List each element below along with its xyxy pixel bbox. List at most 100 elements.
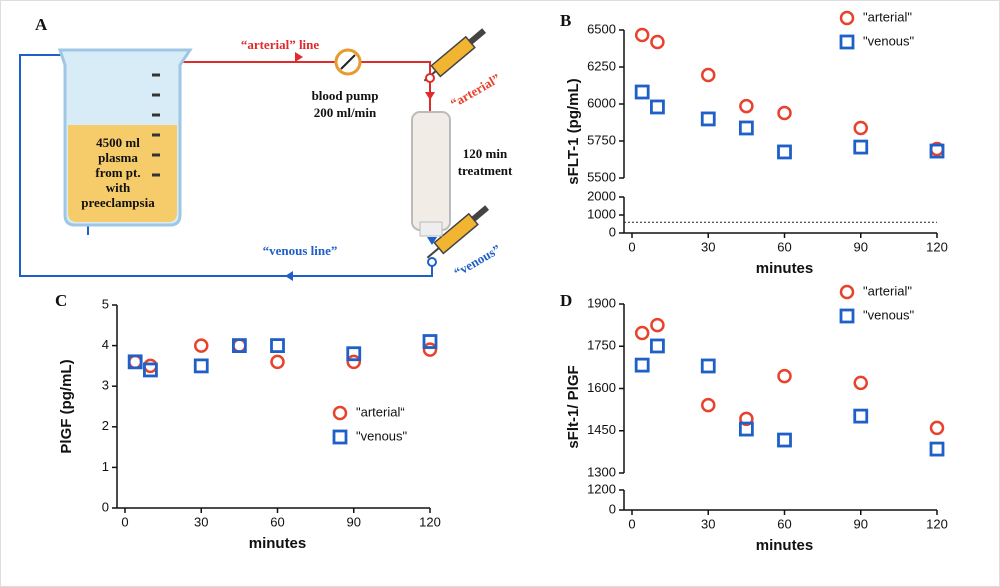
y-axis-label: sFlt-1/ PlGF xyxy=(565,365,582,448)
point xyxy=(777,432,792,448)
point xyxy=(346,346,362,362)
y-axis-label: PlGF (pg/mL) xyxy=(58,359,75,453)
point xyxy=(193,358,209,374)
legend-marker xyxy=(839,10,855,26)
panel-label: D xyxy=(560,291,572,310)
x-axis-label: minutes xyxy=(756,260,814,277)
point xyxy=(853,375,868,391)
plasma-text: with xyxy=(106,180,131,195)
legend-label: "arterial" xyxy=(863,9,912,24)
plasma-text: preeclampsia xyxy=(81,195,155,210)
legend-marker xyxy=(839,34,855,50)
y-tick-label: 5500 xyxy=(587,169,616,184)
point xyxy=(739,411,754,427)
x-axis-label: minutes xyxy=(249,535,307,552)
arrow xyxy=(425,92,435,100)
panel-label: B xyxy=(560,11,571,30)
y-tick-label: 6250 xyxy=(587,58,616,73)
pump-label: blood pump xyxy=(312,88,379,103)
point xyxy=(422,342,438,357)
x-tick-label: 30 xyxy=(701,516,715,531)
pump-symbol xyxy=(340,54,356,70)
point xyxy=(738,421,754,437)
legend-marker xyxy=(839,284,855,300)
y-tick-label: 3 xyxy=(102,378,109,393)
x-tick-label: 0 xyxy=(628,239,635,254)
legend-label: "venous" xyxy=(863,33,915,48)
point xyxy=(650,99,665,115)
plasma-text: from pt. xyxy=(95,165,140,180)
point xyxy=(127,354,143,370)
x-tick-label: 90 xyxy=(347,514,361,529)
point xyxy=(777,105,792,121)
point xyxy=(346,354,361,370)
y-tick-label: 1450 xyxy=(587,422,616,437)
plasma-text: plasma xyxy=(98,150,138,165)
point xyxy=(270,354,285,370)
legend-label: "venous" xyxy=(356,428,408,443)
legend-marker xyxy=(332,405,348,421)
treatment-label: treatment xyxy=(458,163,513,178)
filter xyxy=(411,111,451,231)
plasma xyxy=(68,125,177,222)
x-tick-label: 0 xyxy=(121,514,128,529)
pump-label: 200 ml/min xyxy=(314,105,377,120)
y-tick-label: 1 xyxy=(102,459,109,474)
arterial-line-label: “arterial” line xyxy=(241,37,320,52)
point xyxy=(194,338,209,353)
point xyxy=(700,358,716,374)
y-tick-label: 5750 xyxy=(587,132,616,147)
x-tick-label: 60 xyxy=(777,516,791,531)
point xyxy=(853,139,869,155)
x-tick-label: 60 xyxy=(777,239,791,254)
point xyxy=(700,111,716,127)
point xyxy=(739,98,754,114)
y-tick-label: 1200 xyxy=(587,481,616,496)
point xyxy=(929,420,945,436)
panel-label: C xyxy=(55,291,67,310)
y-axis-label: sFLT-1 (pg/mL) xyxy=(565,78,582,184)
y-tick-label: 4 xyxy=(102,337,109,352)
x-tick-label: 120 xyxy=(926,516,948,531)
y-tick-label: 6000 xyxy=(587,95,616,110)
point xyxy=(777,368,792,384)
arrow xyxy=(427,237,437,245)
point xyxy=(634,27,650,43)
y-tick-label: 1900 xyxy=(587,295,616,310)
y-tick-label: 1600 xyxy=(587,380,616,395)
legend-label: "arterial" xyxy=(863,283,912,298)
point xyxy=(929,143,945,159)
point xyxy=(853,120,868,136)
x-tick-label: 90 xyxy=(854,239,868,254)
y-tick-label: 1000 xyxy=(587,206,616,221)
legend-marker xyxy=(839,308,855,324)
x-axis-label: minutes xyxy=(756,537,814,554)
x-tick-label: 60 xyxy=(270,514,284,529)
arrow xyxy=(285,271,293,281)
y-tick-label: 1750 xyxy=(587,338,616,353)
y-tick-label: 0 xyxy=(609,224,616,239)
treatment-label: 120 min xyxy=(463,146,508,161)
port xyxy=(425,73,435,83)
x-tick-label: 120 xyxy=(419,514,441,529)
point xyxy=(777,144,792,160)
x-tick-label: 120 xyxy=(926,239,948,254)
point xyxy=(634,325,650,341)
point xyxy=(634,357,650,373)
point xyxy=(650,34,665,50)
y-tick-label: 1300 xyxy=(587,464,616,479)
legend-marker xyxy=(332,429,348,445)
x-tick-label: 30 xyxy=(194,514,208,529)
port xyxy=(427,257,437,267)
y-tick-label: 6500 xyxy=(587,21,616,36)
point xyxy=(701,397,716,413)
y-tick-label: 5 xyxy=(102,296,109,311)
point xyxy=(650,317,665,333)
point xyxy=(929,441,945,457)
plasma-text: 4500 ml xyxy=(96,135,140,150)
y-tick-label: 0 xyxy=(609,501,616,516)
y-tick-label: 0 xyxy=(102,499,109,514)
venous-line-label: “venous line” xyxy=(263,243,338,258)
point xyxy=(738,120,754,136)
